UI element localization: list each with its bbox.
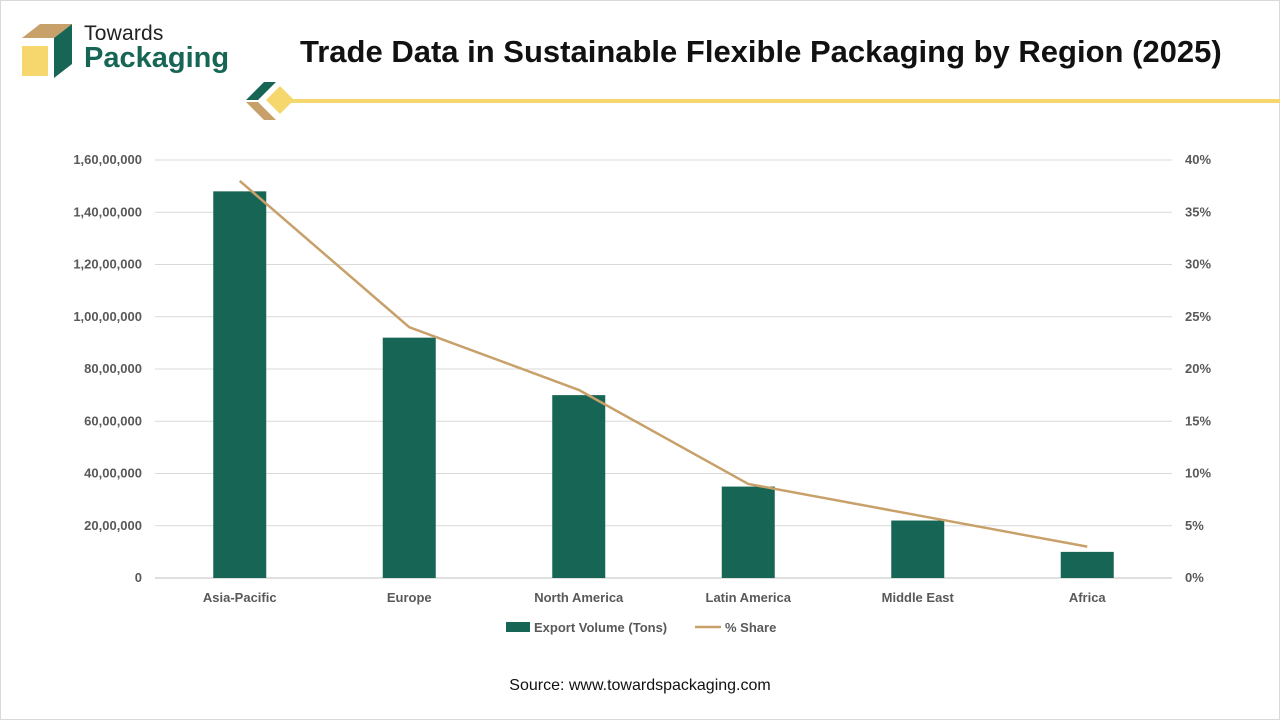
- right-axis-tick-label: 15%: [1185, 413, 1211, 428]
- left-axis-ticks: 0 20,00,000 40,00,000 60,00,000 80,00,000 1,0…: [73, 152, 142, 585]
- right-axis-tick-label: 25%: [1185, 309, 1211, 324]
- x-axis-tick-label: Asia-Pacific: [203, 590, 277, 605]
- left-axis-tick-label: 0: [135, 570, 142, 585]
- deco-green-chevron-icon: [246, 82, 276, 100]
- left-axis-tick-label: 1,00,00,000: [73, 309, 142, 324]
- left-axis-tick-label: 20,00,000: [84, 518, 142, 533]
- left-axis-tick-label: 60,00,000: [84, 413, 142, 428]
- x-axis-tick-label: North America: [534, 590, 624, 605]
- right-axis-tick-label: 40%: [1185, 152, 1211, 167]
- x-axis-tick-label: Africa: [1069, 590, 1107, 605]
- source-note: Source: www.towardspackaging.com: [509, 677, 771, 694]
- x-axis-tick-label: Europe: [387, 590, 432, 605]
- bar-africa: [1060, 551, 1114, 578]
- chart-title: Trade Data in Sustainable Flexible Packa…: [300, 34, 1222, 69]
- bar-latin-america: [721, 486, 775, 578]
- left-axis-tick-label: 80,00,000: [84, 361, 142, 376]
- legend-label-export-volume: Export Volume (Tons): [534, 620, 667, 635]
- left-axis-tick-label: 1,20,00,000: [73, 257, 142, 272]
- line-series: [238, 179, 1088, 548]
- bar-asia-pacific: [213, 191, 267, 578]
- title-underline-decoration: [246, 82, 1280, 120]
- right-axis-tick-label: 5%: [1185, 518, 1204, 533]
- deco-tan-chevron-icon: [246, 102, 276, 120]
- legend: Export Volume (Tons) % Share: [506, 620, 776, 635]
- x-axis-ticks: Asia-Pacific Europe North America Latin Ame…: [203, 590, 1107, 605]
- box-logo-icon: [22, 24, 72, 78]
- chart-area: 0 20,00,000 40,00,000 60,00,000 80,00,000 1,0…: [73, 152, 1211, 635]
- x-axis-tick-label: Middle East: [882, 590, 955, 605]
- legend-swatch-bar: [506, 622, 530, 632]
- left-axis-tick-label: 1,60,00,000: [73, 152, 142, 167]
- brand-name-line2: Packaging: [84, 42, 230, 74]
- bar-middle-east: [891, 520, 945, 578]
- left-axis-tick-label: 1,40,00,000: [73, 204, 142, 219]
- bar-europe: [382, 337, 436, 578]
- x-axis-tick-label: Latin America: [706, 590, 792, 605]
- legend-label-share: % Share: [725, 620, 776, 635]
- gridlines: [155, 159, 1172, 579]
- right-axis-tick-label: 35%: [1185, 204, 1211, 219]
- right-axis-tick-label: 30%: [1185, 257, 1211, 272]
- right-axis-tick-label: 10%: [1185, 466, 1211, 481]
- right-axis-ticks: 0% 5% 10% 15% 20% 25% 30% 35% 40%: [1185, 152, 1211, 585]
- bar-north-america: [552, 395, 606, 578]
- share-line: [238, 179, 1088, 548]
- right-axis-tick-label: 20%: [1185, 361, 1211, 376]
- brand-name-line1: Towards: [84, 22, 164, 45]
- left-axis-tick-label: 40,00,000: [84, 466, 142, 481]
- brand-logo: Towards Packaging: [18, 22, 248, 82]
- bar-series: [213, 191, 1114, 578]
- deco-yellow-diamond-icon: [266, 86, 294, 114]
- right-axis-tick-label: 0%: [1185, 570, 1204, 585]
